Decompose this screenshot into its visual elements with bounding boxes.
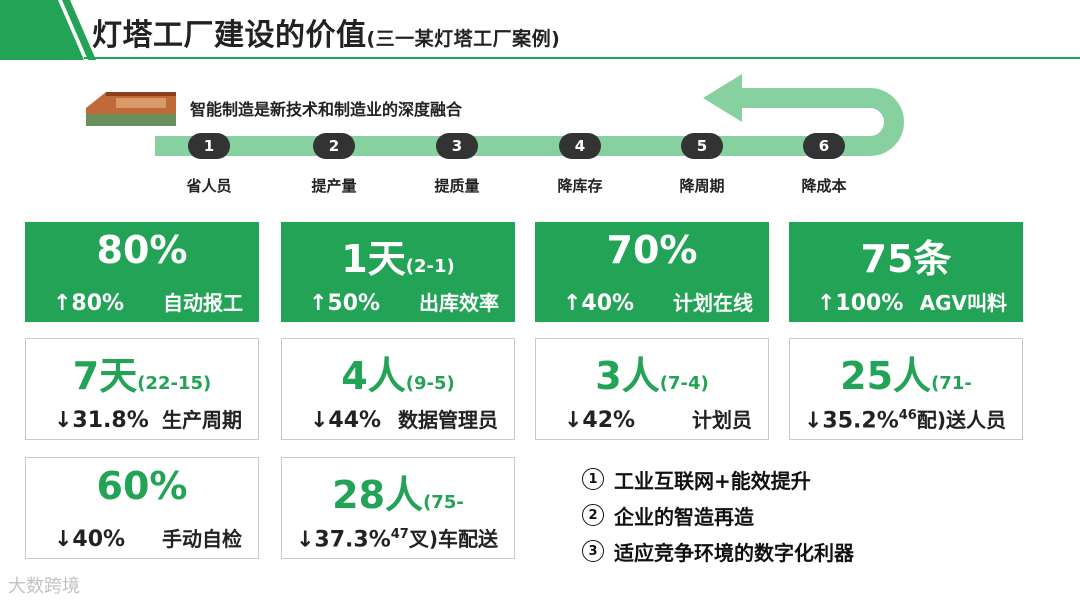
metric-value: 70% [606,228,698,272]
bullet-text: 企业的智造再造 [614,504,754,529]
step-6-label: 降成本 [801,177,847,195]
banner-text: 智能制造是新技术和制造业的深度融合 [190,100,463,119]
header-decoration [0,0,1080,60]
circled-number: 1 [582,468,604,490]
metric-change: ↓35.2%46 [804,407,917,433]
circled-number: 2 [582,504,604,526]
metric-label: 叉)车配送 [408,527,498,551]
page-title: 灯塔工厂建设的价值(三一某灯塔工厂案例) [92,10,560,54]
metric-label: 计划在线 [673,291,753,315]
step-3-badge: 3 [436,133,478,159]
metric-card-delivery-staff: 25人(71- ↓35.2%46 配)送人员 [789,338,1023,440]
metric-card-agv-call: 75条 ↑100% AGV叫料 [789,222,1023,322]
metric-change: ↑50% [309,291,381,316]
metric-label: AGV叫料 [919,291,1007,315]
metric-value: 75条 [860,237,952,281]
bullet-item: 1 工业互联网+能效提升 [582,461,854,497]
metric-value: 3人(7-4) [595,354,709,398]
metric-card-forklift-delivery: 28人(75- ↓37.3%47 叉)车配送 [281,457,515,559]
metric-change: ↑80% [53,291,125,316]
step-1-label: 省人员 [186,177,232,195]
bullet-text: 适应竞争环境的数字化利器 [614,540,854,565]
factory-photo [86,78,176,126]
metric-card-outbound-efficiency: 1天(2-1) ↑50% 出库效率 [281,222,515,322]
step-4-badge: 4 [559,133,601,159]
metric-value: 80% [96,228,188,272]
step-1-badge: 1 [188,133,230,159]
bullet-item: 2 企业的智造再造 [582,497,854,533]
metric-card-plan-online: 70% ↑40% 计划在线 [535,222,769,322]
step-6-badge: 6 [803,133,845,159]
metric-label: 数据管理员 [398,408,498,432]
title-subtitle: (三一某灯塔工厂案例) [366,28,561,50]
metric-change: ↓31.8% [54,408,149,433]
flow-arrow [155,74,905,156]
metric-card-production-cycle: 7天(22-15) ↓31.8% 生产周期 [25,338,259,440]
step-5-badge: 5 [681,133,723,159]
metric-label: 生产周期 [162,408,242,432]
metric-value: 1天(2-1) [341,237,455,281]
metric-value: 28人(75- [332,473,464,517]
title-main: 灯塔工厂建设的价值 [92,18,367,53]
metric-card-manual-inspection: 60% ↓40% 手动自检 [25,457,259,559]
metric-card-data-admin: 4人(9-5) ↓44% 数据管理员 [281,338,515,440]
watermark: 大数跨境 [8,576,80,597]
metric-label: 出库效率 [419,291,499,315]
metric-label: 自动报工 [163,291,243,315]
metric-value: 25人(71- [840,354,972,398]
step-3-label: 提质量 [434,177,480,195]
metric-value: 60% [96,464,188,508]
metric-value: 7天(22-15) [72,354,212,398]
step-2-label: 提产量 [311,177,357,195]
circled-number: 3 [582,540,604,562]
metric-change: ↓37.3%47 [296,526,409,552]
header-bar: 灯塔工厂建设的价值(三一某灯塔工厂案例) [0,0,1080,64]
metric-change: ↑100% [817,291,904,316]
metric-value: 4人(9-5) [341,354,455,398]
metric-change: ↑40% [563,291,635,316]
metric-change: ↓44% [310,408,382,433]
bullet-item: 3 适应竞争环境的数字化利器 [582,533,854,569]
step-5-label: 降周期 [679,177,725,195]
metric-card-planner: 3人(7-4) ↓42% 计划员 [535,338,769,440]
bullet-text: 工业互联网+能效提升 [614,468,811,493]
value-bullet-list: 1 工业互联网+能效提升 2 企业的智造再造 3 适应竞争环境的数字化利器 [582,461,854,569]
metric-change: ↓40% [54,527,126,552]
metric-label: 手动自检 [162,527,242,551]
process-flow [0,70,1080,210]
metric-label: 计划员 [692,408,752,432]
step-2-badge: 2 [313,133,355,159]
metric-card-auto-report: 80% ↑80% 自动报工 [25,222,259,322]
step-4-label: 降库存 [557,177,603,195]
metric-change: ↓42% [564,408,636,433]
metric-label: 配)送人员 [916,408,1006,432]
